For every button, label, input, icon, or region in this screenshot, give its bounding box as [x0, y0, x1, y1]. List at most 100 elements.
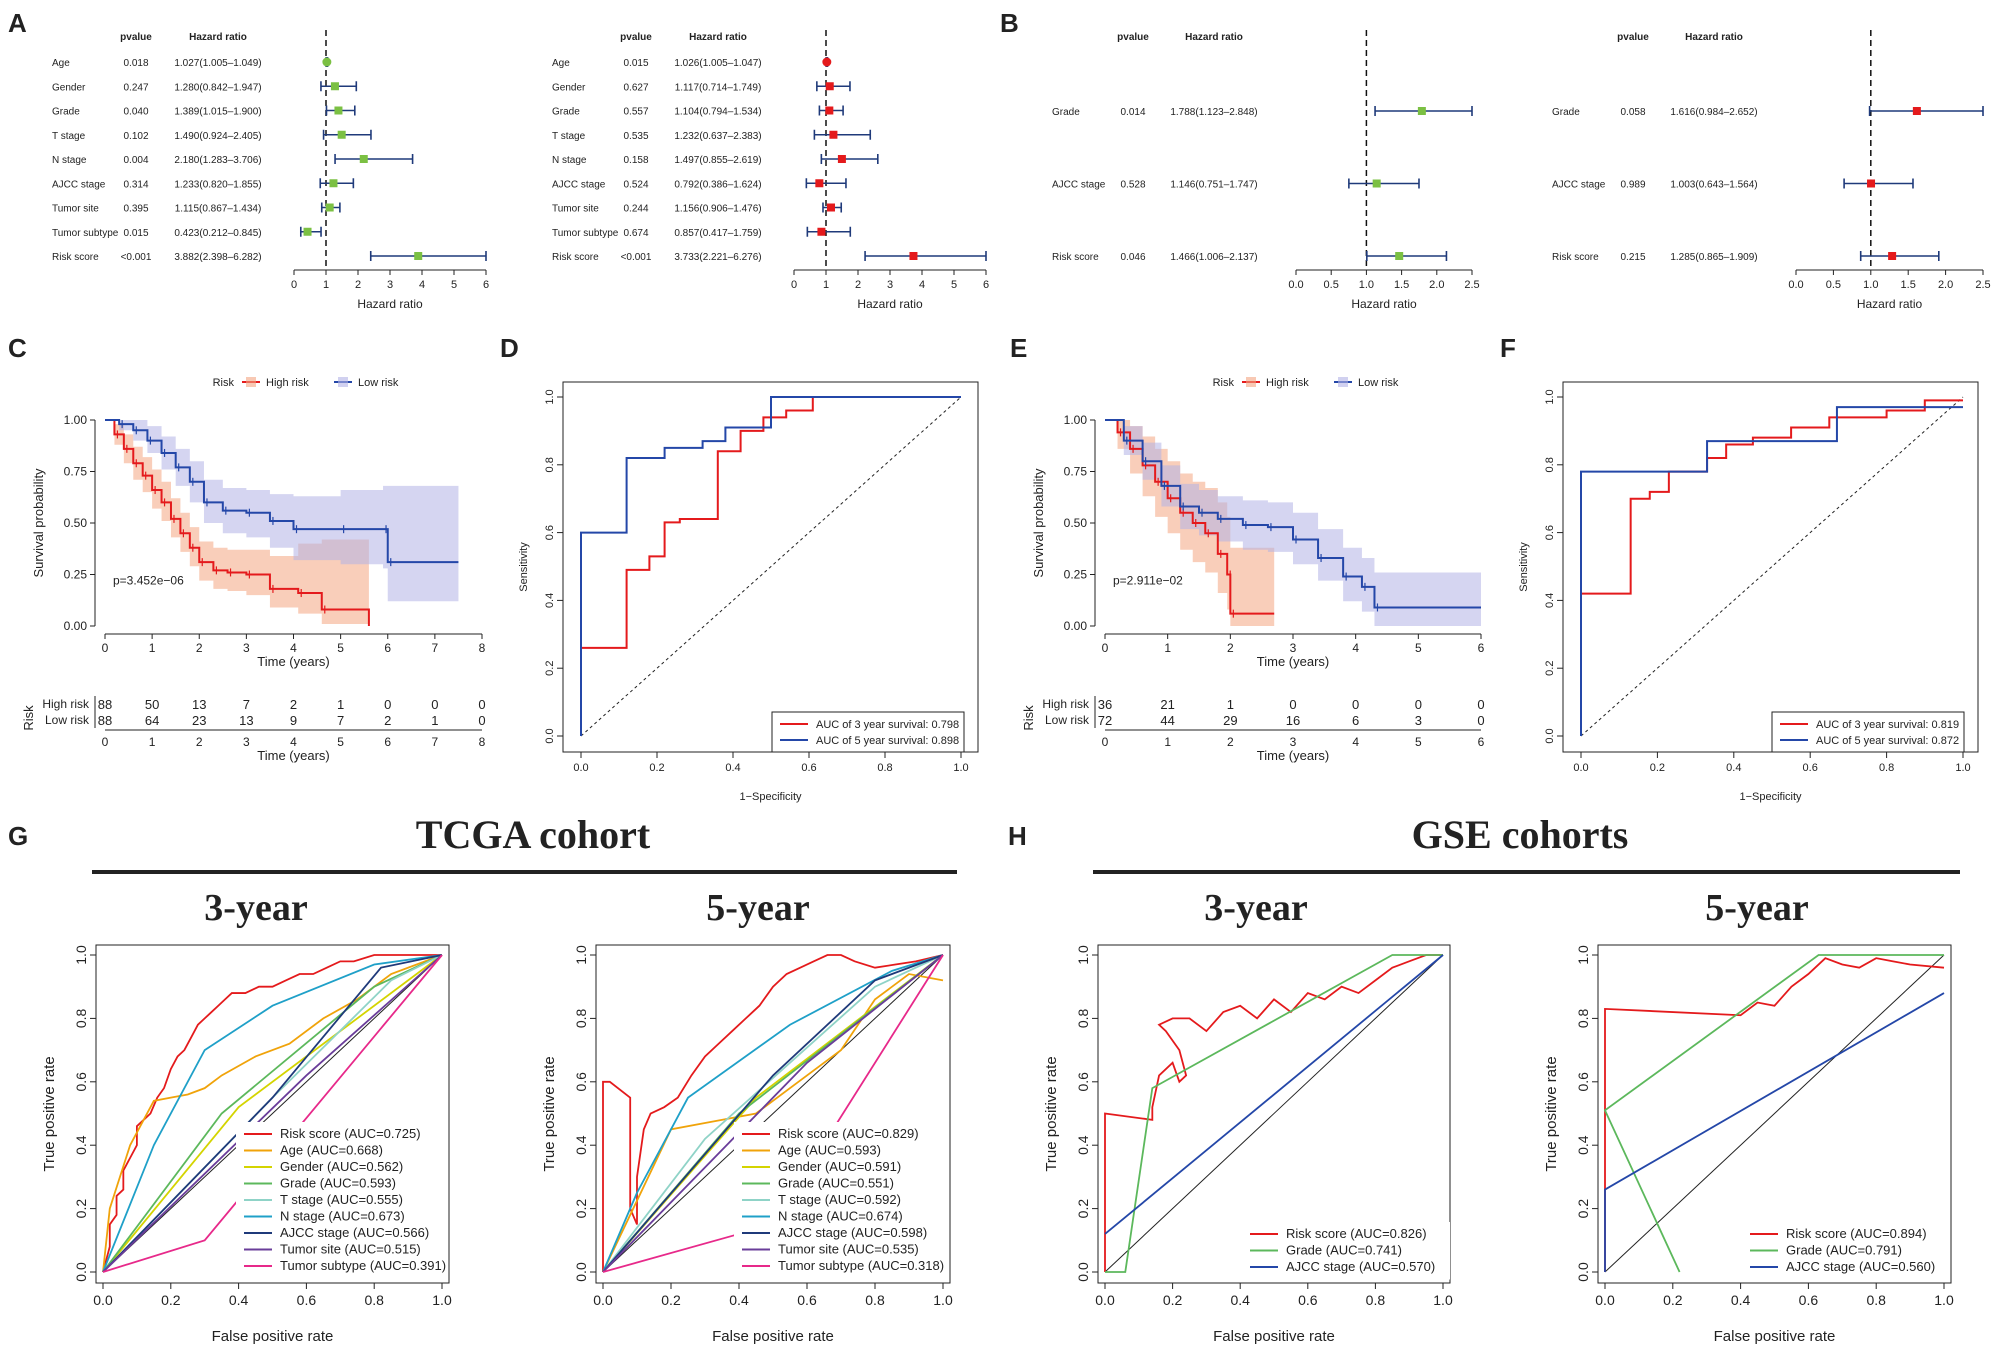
x-tick-label: 0.8 — [877, 762, 892, 774]
x-tick-label: 0.2 — [1650, 762, 1665, 774]
roc-curve — [580, 396, 961, 736]
risk-table-high-count: 1 — [337, 697, 344, 712]
hazard-ratio-header: Hazard ratio — [1685, 32, 1743, 43]
panel-letter-b: B — [1000, 8, 1019, 38]
legend-label: AUC of 3 year survival: 0.798 — [816, 719, 959, 731]
hr-marker — [825, 106, 834, 115]
forest-row-hr: 1.280(0.842–1.947) — [174, 82, 261, 93]
risk-table-low-label: Low risk — [45, 713, 90, 727]
x-tick-label: 2.0 — [1938, 279, 1953, 291]
x-tick-label: 0.8 — [1866, 1292, 1886, 1308]
forest-row-label: Gender — [552, 82, 586, 93]
risk-table-high-count: 0 — [1289, 697, 1296, 712]
roc-curve — [602, 954, 944, 1273]
risk-table-low-count: 1 — [431, 713, 438, 728]
roc-curve — [1580, 399, 1963, 736]
risk-table-high-count: 0 — [384, 697, 391, 712]
x-tick-label: 0.8 — [364, 1292, 384, 1308]
risk-table-high-label: High risk — [1042, 697, 1090, 711]
risk-table-low-count: 88 — [98, 713, 112, 728]
risk-table-title: Risk — [1021, 705, 1036, 731]
x-tick-label: 1.0 — [1359, 279, 1374, 291]
g-3year-title: 3-year — [204, 887, 308, 929]
x-tick-label: 1.0 — [1934, 1292, 1954, 1308]
forest-row-pvalue: 0.524 — [623, 179, 648, 190]
risk-table-x-tick-label: 0 — [102, 735, 109, 749]
x-tick-label: 6 — [1478, 641, 1485, 655]
x-tick-label: 0 — [102, 641, 109, 655]
y-tick-label: 0.0 — [1544, 728, 1556, 743]
forest-row-hr: 1.003(0.643–1.564) — [1670, 180, 1757, 191]
roc-plot-h-5year: 0.0 0.2 0.4 0.6 0.8 1.0 0.0 0.2 0.4 0.6 0.8 1.0 Fals… — [1543, 944, 1954, 1345]
risk-table-high-count: 2 — [290, 697, 297, 712]
legend-label: Grade (AUC=0.791) — [1786, 1243, 1902, 1258]
y-tick-label: 0.0 — [1575, 1262, 1591, 1282]
diagonal-reference — [1604, 954, 1945, 1273]
hr-marker — [325, 203, 334, 212]
y-tick-label: 0.4 — [573, 1135, 589, 1155]
roc-curve — [102, 954, 443, 1273]
y-axis-label: Survival probability — [31, 468, 46, 578]
forest-row-label: Tumor subtype — [552, 228, 619, 239]
legend-label: T stage (AUC=0.592) — [778, 1192, 901, 1207]
x-tick-label: 0.2 — [1663, 1292, 1683, 1308]
x-tick-label: 0.2 — [1163, 1292, 1183, 1308]
y-tick-label: 1.0 — [544, 389, 556, 404]
y-axis-label: True positive rate — [41, 1056, 58, 1171]
x-tick-label: 2.5 — [1975, 279, 1990, 291]
hr-marker — [825, 82, 834, 91]
legend-label: Grade (AUC=0.551) — [778, 1176, 894, 1191]
legend-label: AJCC stage (AUC=0.566) — [280, 1225, 429, 1240]
plot-frame — [1562, 381, 1979, 753]
y-tick-label: 1.0 — [1075, 945, 1091, 965]
risk-table-low-count: 23 — [192, 713, 206, 728]
legend-label: Tumor subtype (AUC=0.318) — [778, 1258, 944, 1273]
x-tick-label: 1.0 — [933, 1292, 953, 1308]
roc-curve — [1604, 957, 1945, 1272]
x-axis-label: Hazard ratio — [357, 297, 423, 311]
pvalue-header: pvalue — [1117, 32, 1149, 43]
roc-curve — [602, 954, 944, 1273]
x-tick-label: 0.8 — [1879, 762, 1894, 774]
y-tick-label: 1.00 — [64, 413, 88, 427]
y-tick-label: 1.0 — [1575, 945, 1591, 965]
x-tick-label: 0.0 — [1788, 279, 1803, 291]
roc-curve — [102, 954, 443, 1273]
panel-letter-a: A — [8, 8, 27, 38]
h-3year-title: 3-year — [1204, 887, 1308, 929]
forest-row-pvalue: 0.058 — [1620, 107, 1645, 118]
panel-letter-g: G — [8, 821, 28, 851]
x-tick-label: 5 — [1415, 641, 1422, 655]
plot-frame — [1597, 944, 1952, 1284]
panel-letter-e: E — [1010, 333, 1027, 363]
km-plot-c: Risk High risk Low risk 0.00 0.25 0.50 0.75 1.0… — [21, 377, 486, 763]
hr-marker — [303, 227, 312, 236]
y-axis-label: Survival probability — [1031, 468, 1046, 578]
x-tick-label: 0.4 — [1726, 762, 1741, 774]
forest-row-hr: 0.423(0.212–0.845) — [174, 228, 261, 239]
x-axis-label: 1−Specificity — [739, 791, 802, 803]
forest-row-pvalue: 0.018 — [123, 58, 148, 69]
tcga-title: TCGA cohort — [416, 812, 651, 857]
y-tick-label: 0.0 — [73, 1262, 89, 1282]
legend-label: Risk score (AUC=0.894) — [1786, 1226, 1927, 1241]
hr-marker — [1372, 179, 1381, 188]
x-axis-label: False positive rate — [1714, 1328, 1836, 1345]
risk-table-high-count: 0 — [478, 697, 485, 712]
y-tick-label: 0.6 — [573, 1072, 589, 1092]
roc-curve — [102, 954, 442, 1273]
legend-label: Age (AUC=0.668) — [280, 1143, 383, 1158]
pvalue-header: pvalue — [620, 32, 652, 43]
panel-letter-c: C — [8, 333, 27, 363]
legend-label: T stage (AUC=0.555) — [280, 1192, 403, 1207]
forest-row-label: T stage — [552, 131, 586, 142]
x-tick-label: 1 — [1164, 641, 1171, 655]
x-tick-label: 2 — [855, 279, 861, 291]
low-risk-ci-band — [1105, 420, 1481, 626]
roc-curve — [102, 954, 443, 1273]
forest-row-hr: 1.117(0.714–1.749) — [675, 82, 762, 93]
y-axis-label: True positive rate — [1043, 1056, 1060, 1171]
diagonal-reference — [102, 954, 443, 1273]
hr-marker — [337, 130, 346, 139]
y-tick-label: 0.8 — [73, 1008, 89, 1028]
